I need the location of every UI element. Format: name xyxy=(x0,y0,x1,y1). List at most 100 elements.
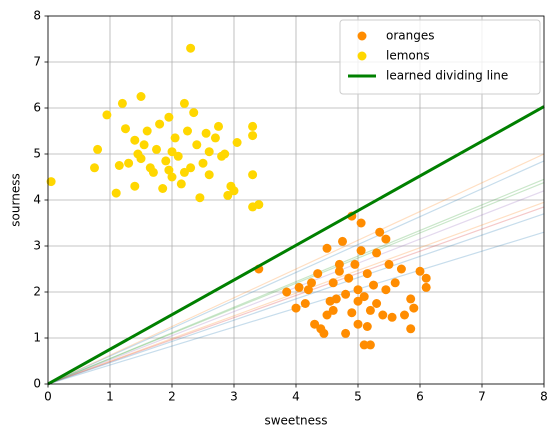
point xyxy=(130,181,140,191)
line xyxy=(47,105,545,386)
x-tick-label: 3 xyxy=(230,390,238,404)
y-tick-label: 5 xyxy=(33,147,41,161)
point xyxy=(114,161,124,170)
legend-label: lemons xyxy=(386,49,430,63)
point xyxy=(121,124,130,134)
point xyxy=(381,285,391,295)
point xyxy=(102,110,112,120)
point xyxy=(46,177,56,187)
point xyxy=(170,133,180,143)
point xyxy=(248,170,258,180)
axes-frame xyxy=(47,15,545,385)
point xyxy=(248,121,258,131)
faint-line xyxy=(47,206,545,385)
point xyxy=(400,310,409,320)
point xyxy=(164,165,174,175)
point xyxy=(372,299,382,308)
point xyxy=(390,278,400,288)
point xyxy=(214,121,223,131)
point xyxy=(322,310,332,320)
point xyxy=(124,158,134,168)
point xyxy=(328,278,338,288)
point xyxy=(334,266,344,276)
point xyxy=(179,167,189,177)
point xyxy=(415,266,425,276)
faint-line xyxy=(47,213,545,385)
y-tick-label: 2 xyxy=(33,285,41,299)
point xyxy=(372,248,382,258)
point xyxy=(254,200,264,210)
point xyxy=(229,186,239,196)
faint-line xyxy=(47,181,545,385)
point xyxy=(313,269,323,279)
point xyxy=(319,328,329,338)
point xyxy=(353,296,363,306)
point xyxy=(356,246,366,256)
point xyxy=(300,299,310,308)
point xyxy=(204,170,214,180)
point xyxy=(350,259,360,269)
point xyxy=(173,151,183,161)
point xyxy=(145,163,155,173)
point xyxy=(378,310,388,320)
point xyxy=(133,149,143,159)
point xyxy=(381,234,391,244)
point xyxy=(223,190,233,200)
point xyxy=(195,193,205,203)
legend-label: learned dividing line xyxy=(386,69,508,83)
point xyxy=(347,308,357,318)
point xyxy=(232,138,242,147)
point xyxy=(189,108,199,118)
point xyxy=(282,287,292,297)
point xyxy=(294,282,304,292)
legend: oranges lemons learned dividing line xyxy=(339,19,541,95)
point xyxy=(341,328,351,338)
point xyxy=(421,282,431,292)
point xyxy=(204,147,214,157)
point xyxy=(142,126,152,136)
legend-label: oranges xyxy=(386,29,435,43)
x-axis-label: sweetness xyxy=(264,414,327,428)
faint-line xyxy=(47,178,545,385)
point xyxy=(384,259,394,269)
point xyxy=(111,188,121,198)
point xyxy=(338,236,347,246)
point xyxy=(192,140,202,150)
point xyxy=(90,163,99,173)
point xyxy=(186,163,196,173)
x-tick-label: 1 xyxy=(106,390,114,404)
y-tick-label: 3 xyxy=(33,239,41,253)
point xyxy=(130,135,140,145)
point xyxy=(356,218,366,228)
point xyxy=(365,305,375,315)
x-tick-label: 5 xyxy=(354,390,362,404)
point xyxy=(167,172,177,182)
point xyxy=(359,340,369,350)
point xyxy=(93,144,103,154)
point xyxy=(139,140,149,150)
point xyxy=(328,305,338,315)
point xyxy=(406,324,416,334)
x-tick-label: 8 xyxy=(540,390,548,404)
y-tick-label: 4 xyxy=(33,193,41,207)
point xyxy=(303,285,313,295)
point xyxy=(186,43,196,53)
point xyxy=(375,227,385,237)
point xyxy=(155,119,165,129)
point xyxy=(179,98,189,108)
point xyxy=(369,280,378,290)
point xyxy=(341,289,351,299)
y-tick-label: 7 xyxy=(33,55,41,69)
legend-swatch xyxy=(357,31,367,41)
point xyxy=(406,294,416,304)
legend-box xyxy=(339,19,541,95)
point xyxy=(183,126,192,136)
point xyxy=(353,285,363,295)
x-tick-label: 7 xyxy=(478,390,486,404)
y-tick-label: 6 xyxy=(33,101,41,115)
point xyxy=(310,319,320,329)
point xyxy=(359,292,369,302)
point xyxy=(210,133,220,143)
point xyxy=(117,98,127,108)
